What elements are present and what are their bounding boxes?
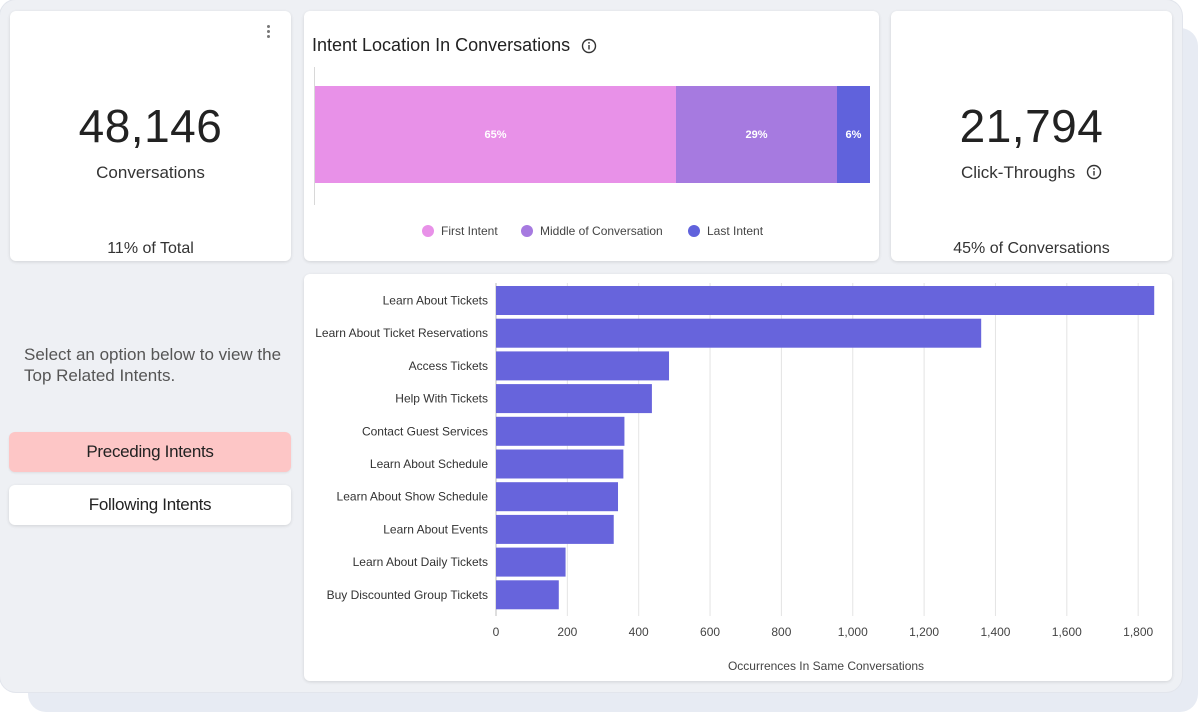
- conversations-card: 48,146 Conversations 11% of Total: [10, 11, 291, 261]
- category-label: Learn About Show Schedule: [337, 490, 489, 504]
- category-label: Buy Discounted Group Tickets: [327, 588, 488, 602]
- conversations-footer: 11% of Total: [107, 240, 194, 257]
- preceding-intents-button[interactable]: Preceding Intents: [9, 432, 291, 472]
- segment-middle-of-conversation: 29%: [676, 86, 837, 183]
- conversations-label: Conversations: [96, 163, 205, 182]
- bar[interactable]: [496, 286, 1155, 315]
- bar[interactable]: [496, 416, 625, 446]
- x-tick-label: 1,800: [1123, 625, 1153, 639]
- intent-location-title: Intent Location In Conversations: [312, 35, 597, 56]
- intent-location-card: Intent Location In Conversations 65% 29%…: [304, 11, 879, 261]
- x-tick-label: 1,000: [838, 625, 868, 639]
- category-label: Learn About Daily Tickets: [353, 555, 488, 569]
- conversations-value: 48,146: [78, 100, 223, 152]
- bar[interactable]: [496, 580, 559, 610]
- more-options-icon[interactable]: [263, 25, 273, 41]
- related-intents-chart-card: 0 200 400 600 800 1,000 1,200 1,400 1,600 1,800 Le…: [304, 274, 1172, 681]
- x-tick-label: 400: [629, 625, 649, 639]
- category-label: Learn About Ticket Reservations: [315, 326, 488, 340]
- legend-dot-last: [688, 225, 700, 237]
- legend-dot-middle: [521, 225, 533, 237]
- related-intents-prompt: Select an option below to view the Top R…: [24, 345, 282, 385]
- category-label: Learn About Events: [383, 522, 488, 536]
- bar[interactable]: [496, 514, 614, 544]
- click-throughs-label-row: Click-Throughs: [891, 163, 1172, 183]
- legend-label-first: First Intent: [441, 224, 498, 238]
- x-axis-title: Occurrences In Same Conversations: [728, 659, 924, 673]
- segment-first-intent-label: 65%: [484, 128, 507, 141]
- segment-middle-label: 29%: [745, 128, 768, 141]
- click-throughs-footer: 45% of Conversations: [953, 240, 1110, 257]
- bar[interactable]: [496, 449, 624, 479]
- related-intents-bar-chart: 0 200 400 600 800 1,000 1,200 1,400 1,600 1,800 Le…: [315, 283, 1155, 673]
- click-throughs-label: Click-Throughs: [960, 163, 1076, 182]
- info-icon[interactable]: [581, 38, 597, 54]
- x-tick-label: 600: [700, 625, 720, 639]
- bar[interactable]: [496, 384, 652, 414]
- bar[interactable]: [496, 318, 982, 348]
- click-throughs-value: 21,794: [959, 100, 1104, 152]
- info-icon[interactable]: [1086, 164, 1102, 180]
- x-tick-label: 1,200: [909, 625, 939, 639]
- intent-location-title-text: Intent Location In Conversations: [312, 35, 571, 55]
- legend-label-middle: Middle of Conversation: [540, 224, 663, 238]
- legend-middle-of-conversation[interactable]: Middle of Conversation: [521, 224, 663, 238]
- legend-dot-first: [422, 225, 434, 237]
- category-label: Learn About Schedule: [370, 457, 488, 471]
- stack-axis: [314, 67, 315, 205]
- segment-first-intent: 65%: [315, 86, 676, 183]
- bar[interactable]: [496, 547, 566, 577]
- x-tick-label: 800: [771, 625, 791, 639]
- segment-last-intent-label: 6%: [845, 128, 862, 141]
- click-throughs-card: 21,794 Click-Throughs 45% of Conversatio…: [891, 11, 1172, 261]
- bar[interactable]: [496, 351, 670, 381]
- category-label: Contact Guest Services: [362, 424, 488, 438]
- legend-label-last: Last Intent: [707, 224, 764, 238]
- category-label: Help With Tickets: [395, 392, 488, 406]
- category-label: Access Tickets: [409, 359, 488, 373]
- x-tick-label: 1,600: [1052, 625, 1082, 639]
- segment-last-intent: 6%: [837, 86, 870, 183]
- x-tick-label: 0: [493, 625, 500, 639]
- x-tick-label: 200: [557, 625, 577, 639]
- bar[interactable]: [496, 482, 619, 512]
- legend-first-intent[interactable]: First Intent: [422, 224, 498, 238]
- x-tick-label: 1,400: [980, 625, 1010, 639]
- following-intents-button[interactable]: Following Intents: [9, 485, 291, 525]
- category-label: Learn About Tickets: [383, 294, 488, 308]
- legend-last-intent[interactable]: Last Intent: [688, 224, 763, 238]
